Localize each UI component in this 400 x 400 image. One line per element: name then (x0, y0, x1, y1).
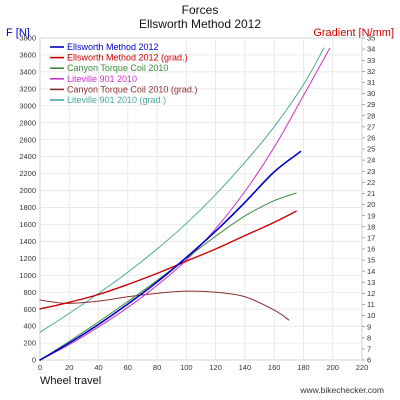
x-tick-label: 200 (326, 363, 339, 372)
y-left-tick-label: 1400 (19, 237, 36, 246)
left-axis-label: F [N] (6, 27, 30, 39)
y-right-tick-label: 34 (367, 45, 375, 54)
x-tick-label: 20 (65, 363, 73, 372)
x-tick-label: 100 (180, 363, 193, 372)
x-axis-label: Wheel travel (40, 375, 101, 387)
y-right-tick-label: 9 (367, 322, 371, 331)
y-right-tick-label: 25 (367, 145, 375, 154)
y-right-tick-label: 24 (367, 156, 375, 165)
x-tick-label: 60 (124, 363, 132, 372)
y-left-tick-label: 1200 (19, 254, 36, 263)
y-left-tick-label: 3600 (19, 51, 36, 60)
series-line-0 (39, 150, 302, 361)
legend-entry: Canyon Torque Coil 2010 (grad.) (67, 84, 197, 94)
y-left-tick-label: 1600 (19, 220, 36, 229)
y-right-tick-label: 22 (367, 178, 375, 187)
axes: 0 20 40 60 80 100 120 140 160 180 200 2200200400600… (19, 34, 375, 372)
x-tick-label: 220 (356, 363, 369, 372)
y-right-tick-label: 27 (367, 122, 375, 131)
legend-entry: Ellsworth Method 2012 (67, 42, 159, 52)
y-left-tick-label: 2600 (19, 135, 36, 144)
y-right-tick-label: 33 (367, 56, 375, 65)
y-left-tick-label: 2000 (19, 186, 36, 195)
series-line-1 (39, 210, 297, 310)
y-right-tick-label: 12 (367, 289, 375, 298)
y-right-tick-label: 18 (367, 222, 375, 231)
y-right-tick-label: 17 (367, 233, 375, 242)
y-right-tick-label: 10 (367, 311, 375, 320)
y-right-tick-label: 35 (367, 34, 375, 43)
series-layer (39, 47, 331, 361)
legend-entry: Canyon Torque Coil 2010 (67, 63, 168, 73)
y-right-tick-label: 29 (367, 100, 375, 109)
y-right-tick-label: 14 (367, 267, 375, 276)
watermark: www.bikechecker.com (299, 385, 384, 395)
y-right-tick-label: 21 (367, 189, 375, 198)
y-left-tick-label: 3800 (19, 34, 36, 43)
y-left-tick-label: 0 (32, 356, 36, 365)
y-right-tick-label: 11 (367, 300, 375, 309)
y-left-tick-label: 3000 (19, 101, 36, 110)
grid (39, 37, 363, 361)
x-tick-label: 40 (94, 363, 102, 372)
y-right-tick-label: 6 (367, 356, 371, 365)
y-right-tick-label: 32 (367, 67, 375, 76)
y-left-tick-label: 2800 (19, 118, 36, 127)
y-left-tick-label: 1800 (19, 203, 36, 212)
y-left-tick-label: 800 (23, 288, 36, 297)
y-right-tick-label: 7 (367, 344, 371, 353)
series-line-5 (39, 47, 325, 333)
y-left-tick-label: 400 (23, 322, 36, 331)
y-right-tick-label: 15 (367, 256, 375, 265)
y-left-tick-label: 3200 (19, 84, 36, 93)
legend-entry: Liteville 901 2010 (grad.) (67, 95, 166, 105)
legend-entry: Liteville 901 2010 (67, 74, 137, 84)
y-right-tick-label: 20 (367, 200, 375, 209)
chart-title: Forces (182, 3, 219, 17)
y-right-tick-label: 26 (367, 134, 375, 143)
y-right-tick-label: 31 (367, 78, 375, 87)
x-tick-label: 180 (297, 363, 310, 372)
y-left-tick-label: 200 (23, 339, 36, 348)
y-right-tick-label: 23 (367, 167, 375, 176)
chart-subtitle: Ellsworth Method 2012 (139, 17, 261, 31)
x-tick-label: 160 (268, 363, 281, 372)
x-tick-label: 120 (209, 363, 222, 372)
legend-entry: Ellsworth Method 2012 (grad.) (67, 53, 188, 63)
y-left-tick-label: 3400 (19, 67, 36, 76)
y-right-tick-label: 28 (367, 111, 375, 120)
series-line-3 (39, 47, 331, 361)
x-tick-label: 140 (239, 363, 252, 372)
y-right-tick-label: 30 (367, 89, 375, 98)
y-left-tick-label: 2200 (19, 169, 36, 178)
x-tick-label: 0 (38, 363, 42, 372)
x-tick-label: 80 (153, 363, 161, 372)
y-left-tick-label: 1000 (19, 271, 36, 280)
right-axis-label: Gradient [N/mm] (313, 27, 394, 39)
y-left-tick-label: 2400 (19, 152, 36, 161)
y-right-tick-label: 13 (367, 278, 375, 287)
y-right-tick-label: 16 (367, 245, 375, 254)
y-left-tick-label: 600 (23, 305, 36, 314)
y-right-tick-label: 8 (367, 333, 371, 342)
y-right-tick-label: 19 (367, 211, 375, 220)
